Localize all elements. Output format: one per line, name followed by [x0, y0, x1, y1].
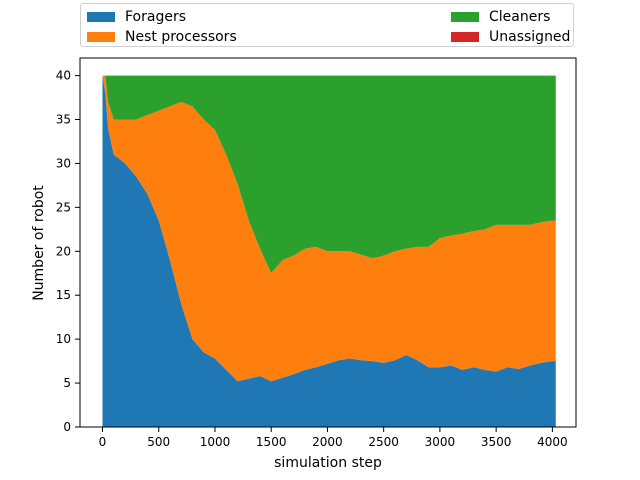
- legend: Foragers Nest processors Cleaners Unassi…: [80, 3, 574, 47]
- legend-label-unassigned: Unassigned: [489, 29, 570, 45]
- y-tick-label: 40: [56, 69, 71, 83]
- legend-item-cleaners: Cleaners: [451, 8, 550, 26]
- y-tick-label: 5: [63, 376, 71, 390]
- area-series-group: [102, 76, 555, 427]
- legend-item-foragers: Foragers: [87, 8, 186, 26]
- x-tick-label: 500: [147, 435, 170, 449]
- x-tick-label: 2500: [368, 435, 399, 449]
- legend-swatch-unassigned: [451, 32, 479, 42]
- legend-item-nest-processors: Nest processors: [87, 28, 237, 46]
- legend-label-foragers: Foragers: [125, 9, 186, 25]
- x-tick-label: 0: [99, 435, 107, 449]
- x-tick-label: 3000: [425, 435, 456, 449]
- y-tick-label: 0: [63, 420, 71, 434]
- x-tick-label: 1000: [200, 435, 231, 449]
- legend-swatch-nest-processors: [87, 32, 115, 42]
- x-axis-label: simulation step: [274, 455, 382, 471]
- x-axis-ticks: 0 500 1000 1500 2000 2500 3000 3500 4000: [99, 427, 568, 449]
- legend-swatch-foragers: [87, 12, 115, 22]
- legend-swatch-cleaners: [451, 12, 479, 22]
- x-tick-label: 4000: [537, 435, 568, 449]
- y-tick-label: 35: [56, 113, 71, 127]
- x-tick-label: 1500: [256, 435, 287, 449]
- x-tick-label: 3500: [481, 435, 512, 449]
- y-tick-label: 30: [56, 156, 71, 170]
- y-tick-label: 15: [56, 288, 71, 302]
- x-tick-label: 2000: [312, 435, 343, 449]
- y-tick-label: 25: [56, 200, 71, 214]
- y-axis-label: Number of robot: [31, 185, 47, 301]
- legend-item-unassigned: Unassigned: [451, 28, 570, 46]
- legend-label-cleaners: Cleaners: [489, 9, 550, 25]
- y-tick-label: 10: [56, 332, 71, 346]
- y-tick-label: 20: [56, 244, 71, 258]
- y-axis-ticks: 0 5 10 15 20 25 30 35 40: [56, 69, 80, 434]
- legend-label-nest-processors: Nest processors: [125, 29, 237, 45]
